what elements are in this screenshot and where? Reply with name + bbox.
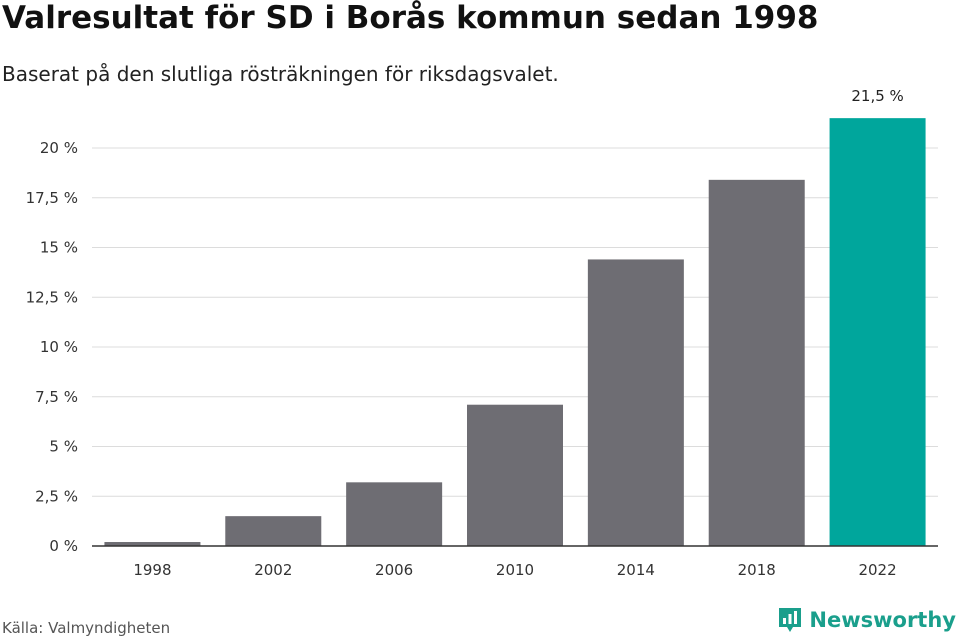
y-tick-label: 20 % <box>40 139 78 157</box>
bars <box>104 118 926 547</box>
bar-1998 <box>104 542 201 546</box>
x-tick-label: 2006 <box>375 561 413 579</box>
x-tick-label: 2002 <box>254 561 292 579</box>
bar-2006 <box>346 482 443 546</box>
x-tick-label: 2010 <box>496 561 534 579</box>
y-tick-label: 12,5 % <box>26 288 78 306</box>
chart-title: Valresultat för SD i Borås kommun sedan … <box>2 0 819 36</box>
y-tick-label: 5 % <box>49 438 78 456</box>
bar-2022 <box>829 118 926 547</box>
y-tick-label: 15 % <box>40 239 78 257</box>
y-tick-label: 17,5 % <box>26 189 78 207</box>
chart-subtitle: Baserat på den slutliga rösträkningen fö… <box>2 62 559 86</box>
brand-name: Newsworthy <box>809 608 956 632</box>
newsworthy-logo-icon <box>779 608 802 632</box>
data-label: 21,5 % <box>851 87 903 105</box>
x-tick-label: 2018 <box>738 561 776 579</box>
x-tick-label: 2022 <box>858 561 896 579</box>
brand-logo: Newsworthy <box>777 606 956 634</box>
x-axis-ticks: 1998 2002 2006 2010 2014 2018 2022 <box>133 561 896 579</box>
bar-2018 <box>708 179 805 546</box>
x-tick-label: 1998 <box>133 561 171 579</box>
y-tick-label: 7,5 % <box>35 388 78 406</box>
bar-2002 <box>225 516 322 546</box>
y-tick-label: 10 % <box>40 338 78 356</box>
data-labels: 21,5 % <box>851 87 903 105</box>
source-note: Källa: Valmyndigheten <box>2 619 171 637</box>
y-tick-label: 2,5 % <box>35 487 78 505</box>
x-tick-label: 2014 <box>617 561 655 579</box>
y-tick-label: 0 % <box>49 537 78 555</box>
y-axis-ticks: 0 % 2,5 % 5 % 7,5 % 10 % 12,5 % 15 % 17,5 % 20 % <box>26 139 78 555</box>
bar-2010 <box>467 404 563 546</box>
bar-2014 <box>587 259 684 546</box>
